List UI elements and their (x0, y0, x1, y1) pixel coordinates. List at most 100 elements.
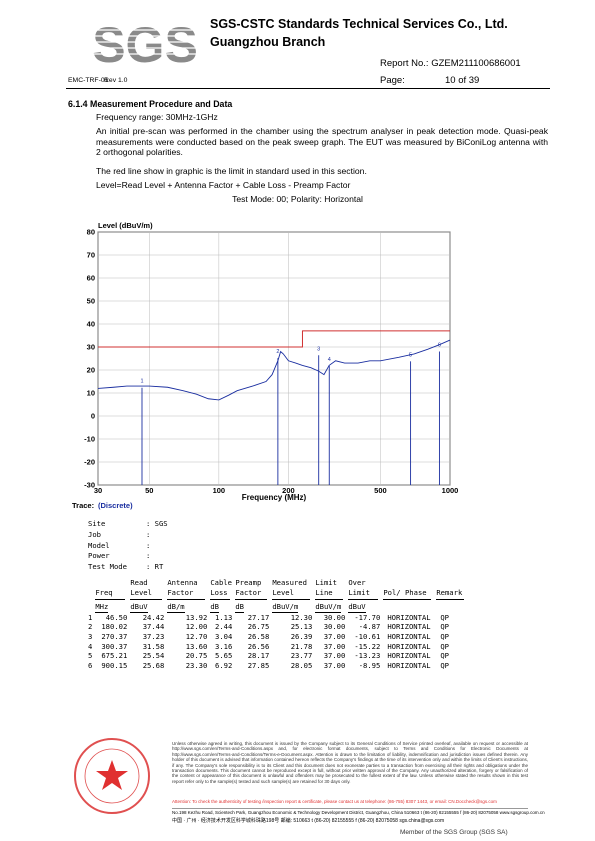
cell: 37.44 (142, 622, 165, 632)
info-row: Job: (88, 529, 151, 539)
cell: 26.75 (247, 622, 270, 632)
info-row: Power: (88, 551, 151, 561)
paragraph: The red line show in graphic is the limi… (96, 166, 367, 176)
cell: QP (440, 660, 449, 670)
logo: SGS (88, 17, 203, 72)
cell: 3.16 (215, 641, 233, 651)
cell: 4 (88, 641, 93, 651)
cell: 12.70 (185, 631, 208, 641)
rule (66, 88, 550, 89)
cell: QP (440, 612, 449, 622)
cell: 270.37 (101, 631, 128, 641)
cell: 26.39 (290, 631, 313, 641)
cell: 26.56 (247, 641, 270, 651)
cell: dB (210, 600, 235, 613)
cell: 25.54 (142, 651, 165, 661)
cell: 12.00 (185, 622, 208, 632)
cell: 20.75 (185, 651, 208, 661)
column-header: Measured Level (272, 578, 311, 601)
member: Member of the SGS Group (SGS SA) (400, 829, 508, 836)
cell: 21.78 (290, 641, 313, 651)
info-label: Test Mode (88, 562, 127, 572)
y-tick-label: 50 (87, 297, 95, 306)
x-tick-label: 500 (374, 486, 387, 495)
cell: 900.15 (101, 660, 128, 670)
marker-label: 6 (438, 342, 441, 348)
cell: Measured Level (272, 578, 315, 601)
cell: -15.22 (354, 641, 381, 651)
column-header: Read Level (130, 578, 163, 601)
info-value: SGS (154, 519, 168, 528)
y-tick-label: 70 (87, 251, 95, 260)
data-row: 3 270.37 37.23 12.70 3.04 26.58 26.39 37.00 -10.… (88, 632, 469, 642)
paragraph: Level=Read Level + Antenna Factor + Cabl… (96, 180, 351, 190)
x-tick-label: 30 (94, 486, 102, 495)
y-tick-label: -10 (84, 435, 95, 444)
report-no: Report No.: GZEM211100686001 (380, 58, 521, 69)
cell: 28.05 (290, 660, 313, 670)
branch: Guangzhou Branch (210, 35, 326, 49)
info-value: RT (154, 562, 164, 572)
cell: dB (235, 600, 272, 613)
y-tick-label: 40 (87, 320, 95, 329)
cell: 180.02 (101, 622, 128, 632)
cell: Read Level (130, 578, 167, 601)
y-tick-label: 80 (87, 228, 95, 237)
paragraph: Frequency range: 30MHz-1GHz (96, 112, 218, 122)
cell: Remark (436, 578, 469, 601)
column-unit: dBuV/m (272, 602, 299, 613)
form: EMC-TRF-01 (68, 77, 109, 84)
data-row: 5 675.21 25.54 20.75 5.65 28.17 23.77 37.00 -13.… (88, 651, 469, 661)
cell: 300.37 (101, 641, 128, 651)
cell (383, 600, 436, 613)
column-header: Limit Line (315, 578, 344, 601)
column-header: Antenna Factor (167, 578, 206, 601)
header-row: Freq Read Level Antenna Factor Cable Loss Pr… (88, 578, 469, 601)
cell: 37.23 (142, 631, 165, 641)
cell: 6.92 (215, 660, 233, 670)
cell: dBuV/m (315, 600, 348, 613)
cell: QP (440, 631, 449, 641)
cell: dB/m (167, 600, 210, 613)
marker-label: 5 (409, 352, 412, 358)
cell: 30.00 (323, 612, 346, 622)
rev: Rev 1.0 (104, 77, 128, 84)
info-label: Site (88, 519, 106, 528)
x-tick-label: 100 (213, 486, 226, 495)
cell: Freq (95, 578, 130, 601)
info-label: Model (88, 540, 110, 550)
info-label: Job (88, 529, 101, 539)
cell: 6 (88, 660, 93, 670)
column-header: Preamp Factor (235, 578, 268, 601)
info: Site: SGS Job: Model: Power: Test Mode: R… (88, 519, 168, 573)
cell (436, 600, 469, 613)
paragraph: An initial pre-scan was performed in the… (96, 126, 548, 157)
cell: HORIZONTAL (387, 631, 431, 641)
marker-label: 2 (276, 349, 279, 355)
cell: Antenna Factor (167, 578, 210, 601)
y-tick-label: 20 (87, 366, 95, 375)
column-header: Pol/ Phase (383, 588, 432, 601)
unit-row: MHz dBuV dB/m dB dB dBuV/m dBuV/m dBuV (88, 600, 469, 613)
column-unit: dBuV (130, 602, 148, 613)
info-row: Model: (88, 540, 151, 550)
cell: 23.30 (185, 660, 208, 670)
cell: 24.42 (142, 612, 165, 622)
disclaimer: Unless otherwise agreed in writing, this… (172, 741, 528, 784)
cell (88, 578, 95, 600)
column-unit: dBuV (348, 602, 366, 613)
cell: dBuV (130, 600, 167, 613)
cell: QP (440, 641, 449, 651)
cell: Preamp Factor (235, 578, 272, 601)
trace-label: Trace: (72, 501, 94, 510)
y-tick-label: 30 (87, 343, 95, 352)
y-tick-label: 10 (87, 389, 95, 398)
x-tick-label: 1000 (442, 486, 459, 495)
logo-text: SGS (92, 17, 198, 72)
x-tick-label: 50 (145, 486, 153, 495)
marker-label: 4 (328, 357, 331, 363)
chart-title: Level (dBuV/m) (98, 221, 153, 230)
marker-label: 3 (317, 346, 320, 352)
